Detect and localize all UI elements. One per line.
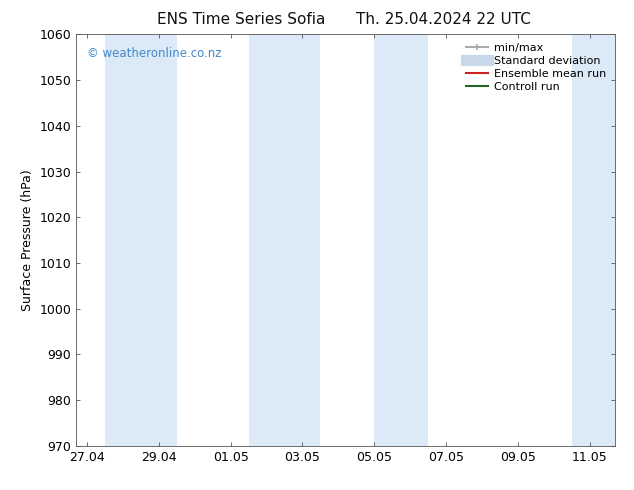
Bar <box>572 34 615 446</box>
Bar <box>105 34 177 446</box>
Text: ENS Time Series Sofia: ENS Time Series Sofia <box>157 12 325 27</box>
Bar <box>374 34 428 446</box>
Bar <box>249 34 320 446</box>
Y-axis label: Surface Pressure (hPa): Surface Pressure (hPa) <box>21 169 34 311</box>
Legend: min/max, Standard deviation, Ensemble mean run, Controll run: min/max, Standard deviation, Ensemble me… <box>463 40 609 95</box>
Text: © weatheronline.co.nz: © weatheronline.co.nz <box>87 47 221 60</box>
Text: Th. 25.04.2024 22 UTC: Th. 25.04.2024 22 UTC <box>356 12 531 27</box>
